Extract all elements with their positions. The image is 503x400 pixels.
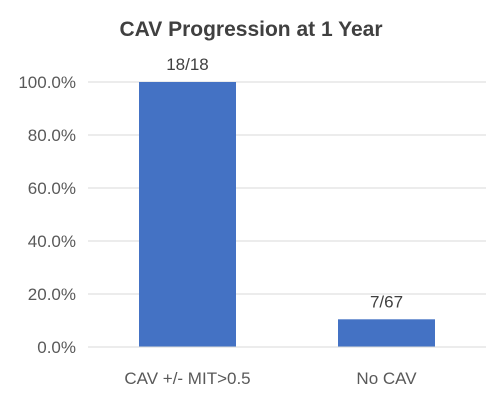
x-category-label: CAV +/- MIT>0.5 [124,369,250,388]
bars [139,82,435,347]
y-tick-label: 60.0% [28,179,76,198]
chart-title: CAV Progression at 1 Year [119,18,382,41]
y-tick-label: 0.0% [37,338,76,357]
bar [338,319,435,347]
bar [139,82,236,347]
x-axis-categories: CAV +/- MIT>0.5 No CAV [124,369,417,388]
y-axis-ticks: 0.0% 20.0% 40.0% 60.0% 80.0% 100.0% [18,73,76,357]
y-tick-label: 100.0% [18,73,76,92]
data-label: 18/18 [166,55,209,74]
data-label: 7/67 [370,292,403,311]
x-category-label: No CAV [356,369,417,388]
y-tick-label: 20.0% [28,285,76,304]
y-tick-label: 80.0% [28,126,76,145]
data-labels: 18/18 7/67 [166,55,403,311]
y-tick-label: 40.0% [28,232,76,251]
